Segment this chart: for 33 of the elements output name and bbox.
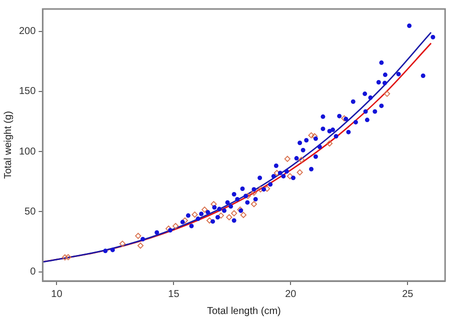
x-axis-title: Total length (cm) — [206, 306, 281, 317]
x-tick-label: 10 — [51, 288, 63, 300]
y-axis-title: Total weight (g) — [2, 111, 14, 179]
point — [250, 201, 258, 208]
point — [172, 222, 179, 230]
point — [284, 156, 290, 162]
x-tick-label: 15 — [168, 288, 180, 300]
point — [192, 212, 198, 218]
y-tick-label: 200 — [18, 26, 36, 38]
point — [182, 217, 188, 224]
point — [226, 214, 232, 220]
point — [298, 156, 304, 163]
point — [119, 240, 126, 247]
point — [286, 173, 294, 180]
point — [384, 90, 390, 97]
point — [135, 232, 142, 239]
x-tick-label: 20 — [285, 288, 297, 300]
point — [202, 206, 208, 213]
y-tick-label: 0 — [30, 266, 36, 278]
point — [326, 140, 333, 147]
y-tick-label: 100 — [18, 146, 36, 158]
point — [218, 212, 224, 219]
point — [231, 210, 238, 216]
y-tick-label: 150 — [18, 86, 36, 98]
point — [62, 254, 68, 260]
x-tick-label: 25 — [402, 288, 414, 300]
point — [65, 254, 72, 260]
point — [206, 217, 213, 224]
point — [137, 242, 144, 249]
point — [308, 132, 314, 138]
point — [296, 169, 303, 176]
point — [240, 212, 246, 218]
y-tick-label: 50 — [24, 206, 36, 218]
